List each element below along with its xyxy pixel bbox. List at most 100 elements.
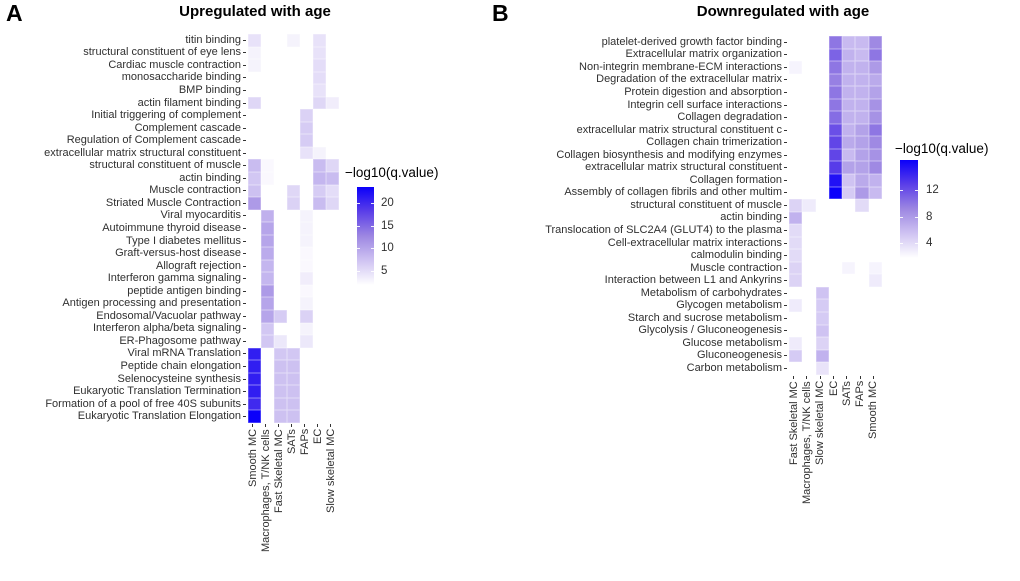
x-axis-column: EC <box>311 424 324 569</box>
heatmap-cell <box>313 71 326 85</box>
heatmap-cell <box>300 96 313 110</box>
heatmap-cell <box>326 284 339 298</box>
heatmap-cell <box>828 111 843 124</box>
row-label: extracellular matrix structural constitu… <box>44 146 241 159</box>
heatmap-cell <box>248 71 261 85</box>
y-axis-tick <box>784 66 787 68</box>
heatmap-cell <box>828 349 843 363</box>
heatmap-cell <box>287 146 300 160</box>
heatmap-cell <box>815 174 829 187</box>
heatmap-cell <box>828 36 843 49</box>
heatmap-cell <box>868 73 883 87</box>
y-axis-tick <box>243 127 246 129</box>
heatmap-cell <box>326 259 339 273</box>
heatmap-cell <box>313 84 326 97</box>
heatmap-cell <box>802 337 816 350</box>
heatmap-cell <box>842 211 856 225</box>
row-label: structural constituent of muscle <box>630 198 782 211</box>
heatmap-cell <box>802 299 816 313</box>
heatmap-cell <box>287 347 300 361</box>
heatmap-row-cells <box>789 199 883 212</box>
heatmap-cell <box>868 161 883 175</box>
heatmap-cell <box>815 123 829 137</box>
heatmap-cell <box>274 310 287 323</box>
heatmap-cell <box>842 73 856 87</box>
heatmap-cell <box>261 234 274 248</box>
heatmap-cell <box>802 199 816 212</box>
heatmap-cell <box>274 172 287 185</box>
heatmap-cell <box>300 234 313 248</box>
heatmap-cell <box>855 362 869 375</box>
heatmap-cell <box>815 86 829 99</box>
x-axis-column: FAPs <box>298 424 311 569</box>
heatmap-row: Endosomal/Vacuolar pathway <box>0 310 339 323</box>
heatmap-cell <box>842 161 856 175</box>
heatmap-cell <box>248 247 261 260</box>
heatmap-row-cells <box>248 159 339 173</box>
heatmap-cell <box>300 322 313 336</box>
heatmap-cell <box>789 362 803 375</box>
heatmap-cell <box>326 410 339 423</box>
heatmap-cell <box>789 161 803 175</box>
heatmap-cell <box>855 148 869 162</box>
heatmap-row-cells <box>789 111 883 124</box>
heatmap-cell <box>815 324 829 338</box>
row-label: Endosomal/Vacuolar pathway <box>96 309 241 322</box>
heatmap-row-cells <box>248 335 339 348</box>
heatmap-cell <box>248 222 261 235</box>
heatmap-cell <box>828 148 843 162</box>
heatmap-row: Metabolism of carbohydrates <box>490 286 883 300</box>
row-label: Viral mRNA Translation <box>127 347 241 360</box>
heatmap-cell <box>326 372 339 386</box>
heatmap-cell <box>261 96 274 110</box>
heatmap-row: actin binding <box>0 172 339 185</box>
heatmap-cell <box>326 96 339 110</box>
heatmap-row-cells <box>248 372 339 386</box>
heatmap-cell <box>287 84 300 97</box>
heatmap-cell <box>828 286 843 300</box>
heatmap-cell <box>828 161 843 175</box>
heatmap-cell <box>274 222 287 235</box>
heatmap-cell <box>326 222 339 235</box>
heatmap-cell <box>313 109 326 122</box>
heatmap-cell <box>815 136 829 149</box>
heatmap-cell <box>789 174 803 187</box>
heatmap-row-cells <box>789 337 883 350</box>
heatmap-cell <box>261 109 274 122</box>
heatmap-rows: platelet-derived growth factor binding Ex… <box>490 36 883 375</box>
heatmap-cell <box>313 121 326 135</box>
heatmap-cell <box>326 159 339 173</box>
legend-break-mark <box>915 190 918 191</box>
heatmap-row-cells <box>248 322 339 336</box>
legend-colorbar <box>357 187 374 285</box>
heatmap-cell <box>261 172 274 185</box>
row-label: calmodulin binding <box>690 249 782 262</box>
heatmap-row: titin binding <box>0 34 339 47</box>
heatmap-cell <box>789 324 803 338</box>
legend-tick-label: 15 <box>381 219 394 232</box>
heatmap-cell <box>802 249 816 262</box>
heatmap-cell <box>274 109 287 122</box>
row-label: Allograft rejection <box>156 259 241 272</box>
heatmap-cell <box>842 324 856 338</box>
heatmap-row-cells <box>789 324 883 338</box>
heatmap-row: Collagen chain trimerization <box>490 136 883 149</box>
heatmap-cell <box>802 349 816 363</box>
heatmap-cell <box>300 397 313 411</box>
heatmap-cell <box>789 86 803 99</box>
heatmap-cell <box>300 84 313 97</box>
heatmap-cell <box>274 46 287 60</box>
heatmap-cell <box>326 146 339 160</box>
y-axis-tick <box>243 391 246 393</box>
heatmap-row: ER-Phagosome pathway <box>0 335 339 348</box>
x-axis-tick <box>317 424 318 428</box>
heatmap-row: Interferon alpha/beta signaling <box>0 322 339 336</box>
heatmap-cell <box>300 109 313 122</box>
heatmap-cell <box>802 61 816 74</box>
heatmap-cell <box>261 259 274 273</box>
heatmap-cell <box>313 146 326 160</box>
heatmap-cell <box>287 134 300 147</box>
x-axis-column: Smooth MC <box>246 424 259 569</box>
heatmap-cell <box>313 397 326 411</box>
heatmap-cell <box>274 397 287 411</box>
